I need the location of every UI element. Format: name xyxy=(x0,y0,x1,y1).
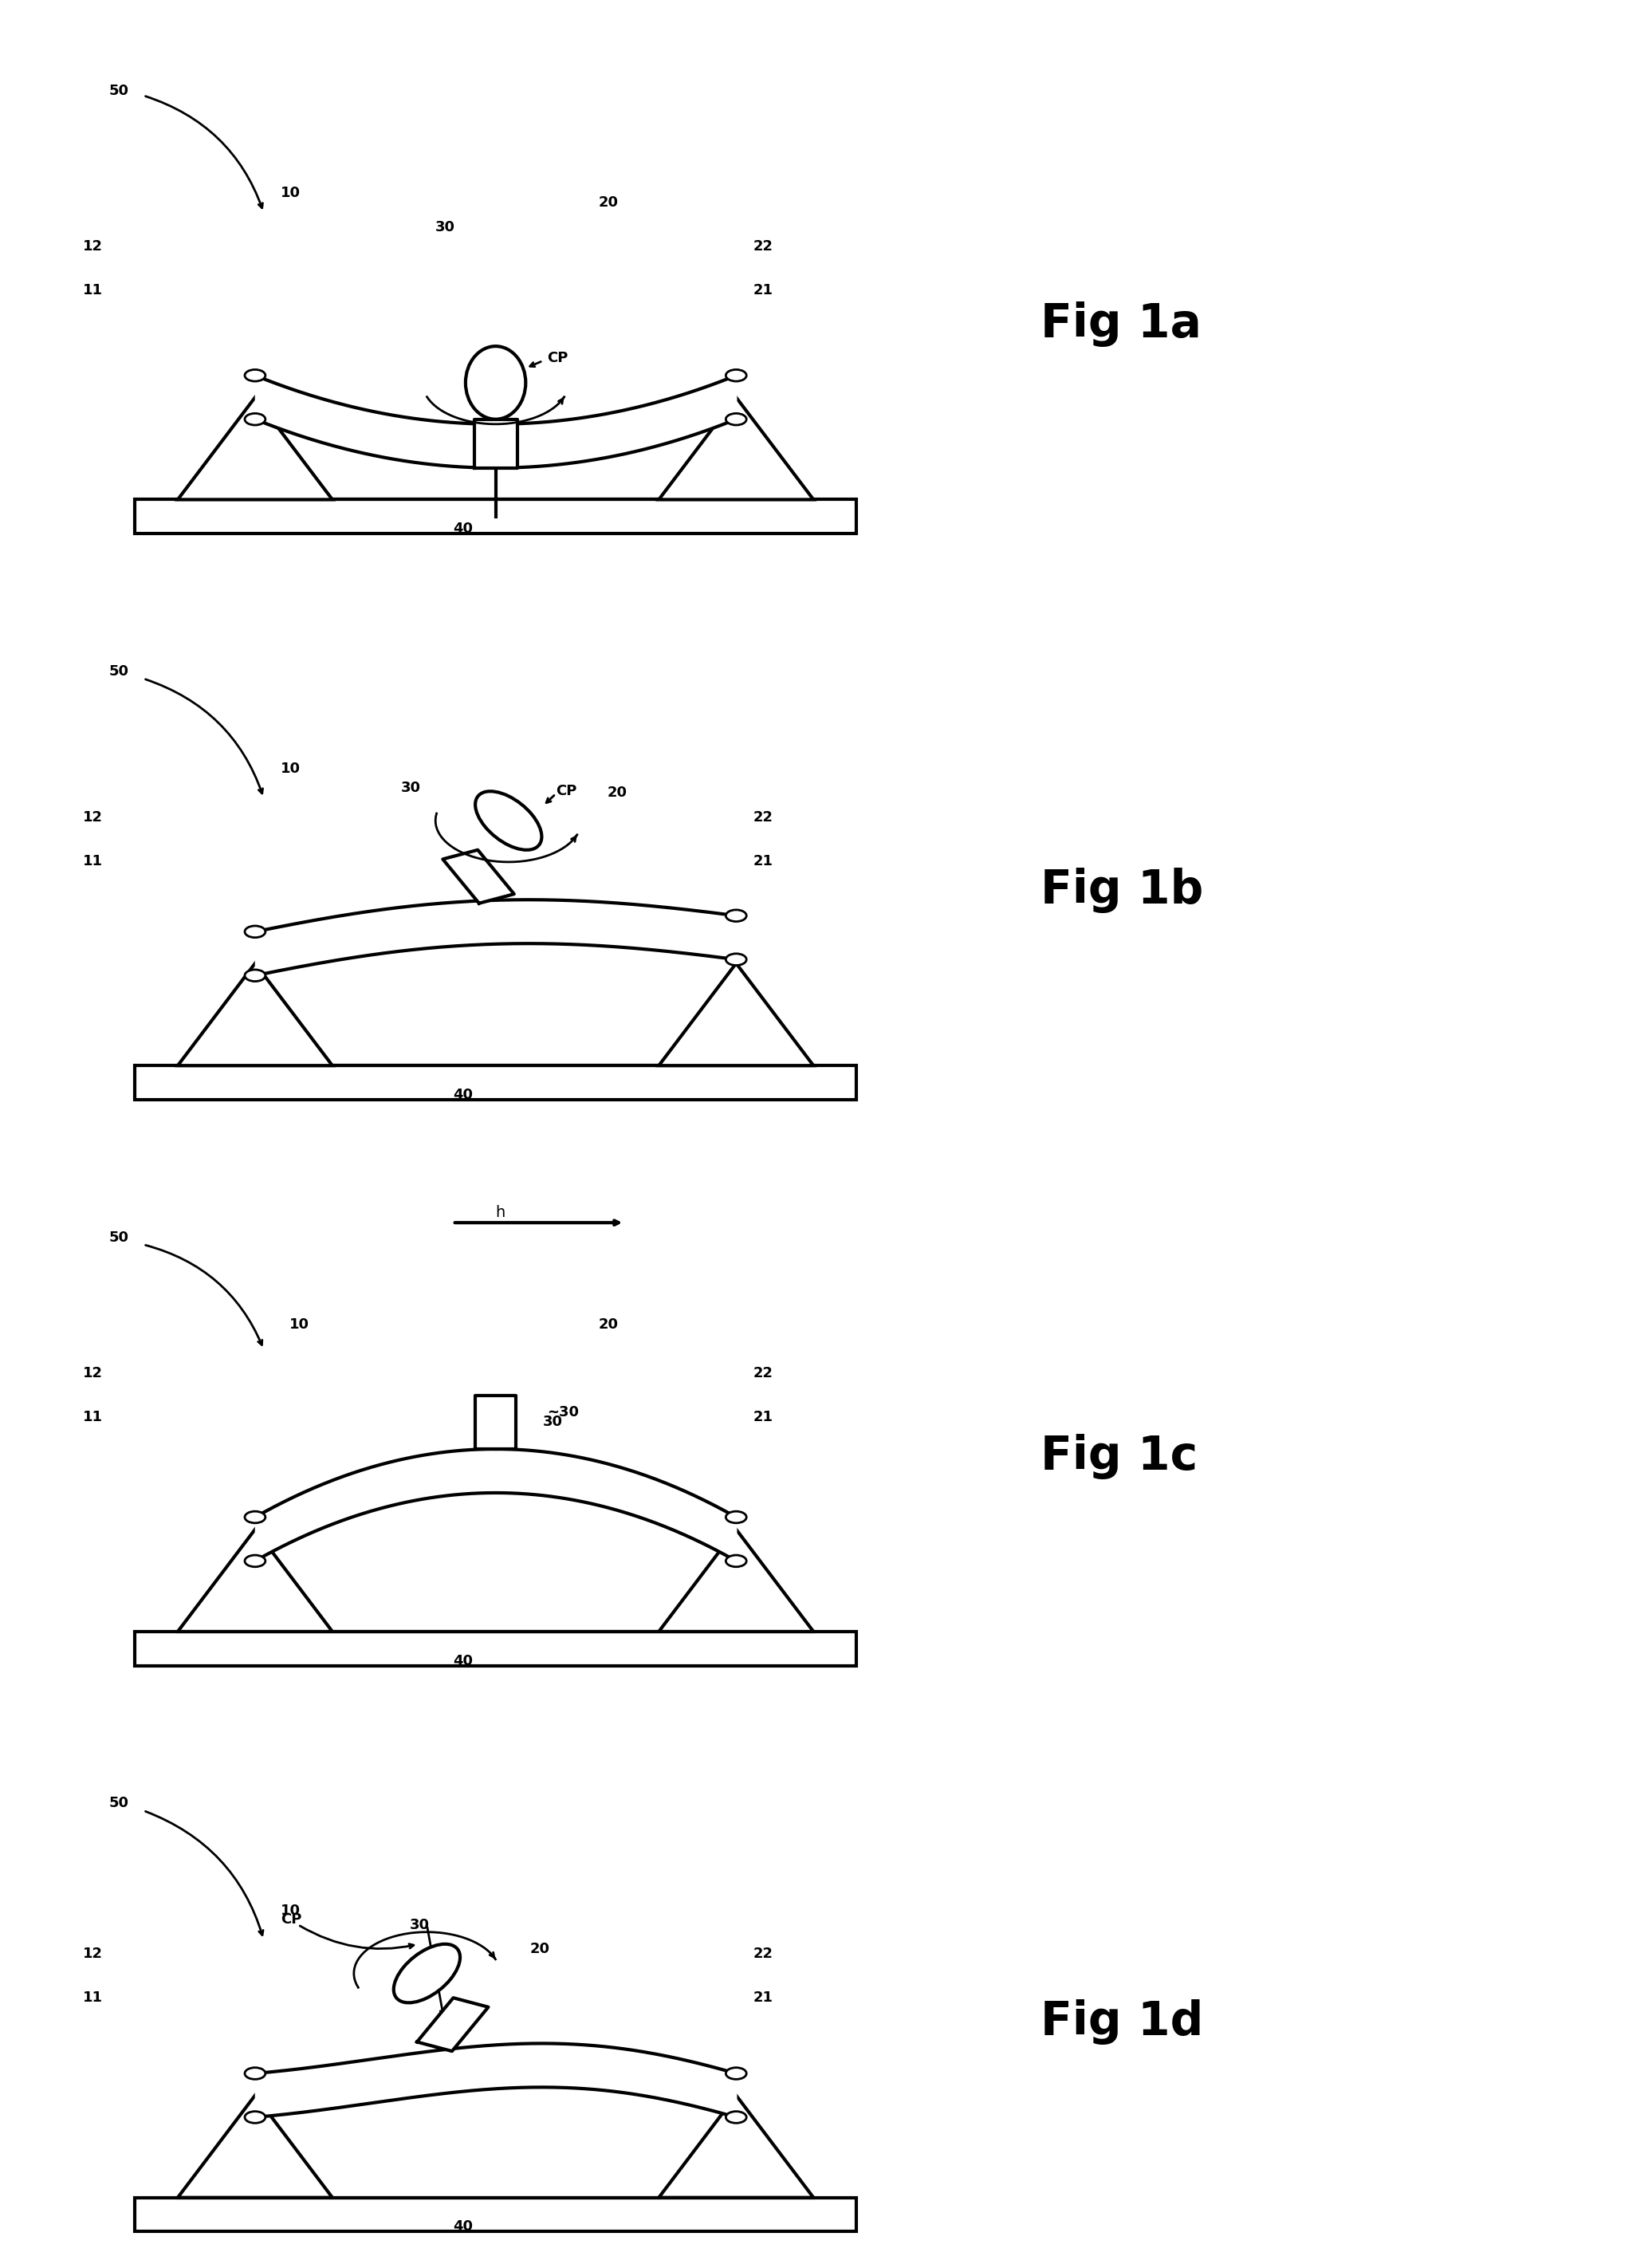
Text: 40: 40 xyxy=(453,1087,472,1103)
Polygon shape xyxy=(659,1530,813,1632)
Text: 12: 12 xyxy=(83,1367,102,1381)
Text: 22: 22 xyxy=(753,1367,773,1381)
Circle shape xyxy=(725,369,747,380)
Circle shape xyxy=(244,2067,266,2078)
Text: 10: 10 xyxy=(281,186,301,199)
Text: 20: 20 xyxy=(598,1318,618,1331)
Text: 20: 20 xyxy=(608,786,628,799)
Circle shape xyxy=(244,369,266,380)
Text: Fig 1c: Fig 1c xyxy=(1041,1433,1198,1478)
Circle shape xyxy=(725,2112,747,2124)
Text: 50: 50 xyxy=(109,84,129,97)
Text: CP: CP xyxy=(555,783,577,799)
Text: 22: 22 xyxy=(753,1947,773,1961)
Polygon shape xyxy=(416,1997,489,2051)
Text: 11: 11 xyxy=(83,1990,102,2006)
Polygon shape xyxy=(474,419,517,469)
Text: 11: 11 xyxy=(83,854,102,869)
Text: 11: 11 xyxy=(83,1410,102,1424)
Text: ~30: ~30 xyxy=(547,1406,580,1420)
Circle shape xyxy=(725,1555,747,1567)
Circle shape xyxy=(725,414,747,426)
Circle shape xyxy=(725,2067,747,2078)
Text: 21: 21 xyxy=(753,1410,773,1424)
Text: 50: 50 xyxy=(109,1229,129,1245)
Text: 21: 21 xyxy=(753,283,773,297)
Text: 21: 21 xyxy=(753,1990,773,2006)
Text: 50: 50 xyxy=(109,663,129,679)
Text: 20: 20 xyxy=(598,195,618,211)
Polygon shape xyxy=(178,398,332,500)
Polygon shape xyxy=(178,962,332,1066)
Text: Fig 1d: Fig 1d xyxy=(1041,1999,1204,2044)
Polygon shape xyxy=(135,500,856,534)
Polygon shape xyxy=(178,2096,332,2198)
Polygon shape xyxy=(443,849,514,903)
Text: 10: 10 xyxy=(281,1904,301,1918)
Text: 20: 20 xyxy=(530,1943,550,1956)
Circle shape xyxy=(244,2112,266,2124)
Polygon shape xyxy=(659,962,813,1066)
Polygon shape xyxy=(476,1395,515,1449)
Polygon shape xyxy=(659,2096,813,2198)
Circle shape xyxy=(244,1512,266,1524)
Text: 12: 12 xyxy=(83,811,102,824)
Text: 12: 12 xyxy=(83,240,102,254)
Ellipse shape xyxy=(466,346,525,419)
Circle shape xyxy=(725,1512,747,1524)
Polygon shape xyxy=(135,1632,856,1666)
Ellipse shape xyxy=(476,792,542,849)
Text: 12: 12 xyxy=(83,1947,102,1961)
Text: 40: 40 xyxy=(453,2219,472,2235)
Circle shape xyxy=(244,414,266,426)
Polygon shape xyxy=(659,398,813,500)
Text: 21: 21 xyxy=(753,854,773,869)
Text: 22: 22 xyxy=(753,811,773,824)
Text: Fig 1a: Fig 1a xyxy=(1041,301,1201,346)
Text: 30: 30 xyxy=(436,220,456,233)
Polygon shape xyxy=(135,1066,856,1100)
Text: 11: 11 xyxy=(83,283,102,297)
Circle shape xyxy=(725,953,747,964)
Circle shape xyxy=(244,969,266,980)
Text: Fig 1b: Fig 1b xyxy=(1041,867,1204,912)
Text: 30: 30 xyxy=(410,1918,430,1931)
Text: 10: 10 xyxy=(289,1318,309,1331)
Ellipse shape xyxy=(393,1945,459,2004)
Circle shape xyxy=(244,1555,266,1567)
Circle shape xyxy=(244,926,266,937)
Text: CP: CP xyxy=(547,351,568,365)
Text: 10: 10 xyxy=(281,761,301,777)
Text: 40: 40 xyxy=(453,1653,472,1669)
Text: 30: 30 xyxy=(544,1415,563,1429)
Polygon shape xyxy=(178,1530,332,1632)
Text: h: h xyxy=(496,1204,506,1220)
Text: 50: 50 xyxy=(109,1795,129,1811)
Text: 22: 22 xyxy=(753,240,773,254)
Text: 30: 30 xyxy=(401,781,421,795)
Polygon shape xyxy=(135,2198,856,2232)
Text: CP: CP xyxy=(281,1913,302,1927)
Text: 40: 40 xyxy=(453,521,472,537)
Circle shape xyxy=(725,910,747,921)
